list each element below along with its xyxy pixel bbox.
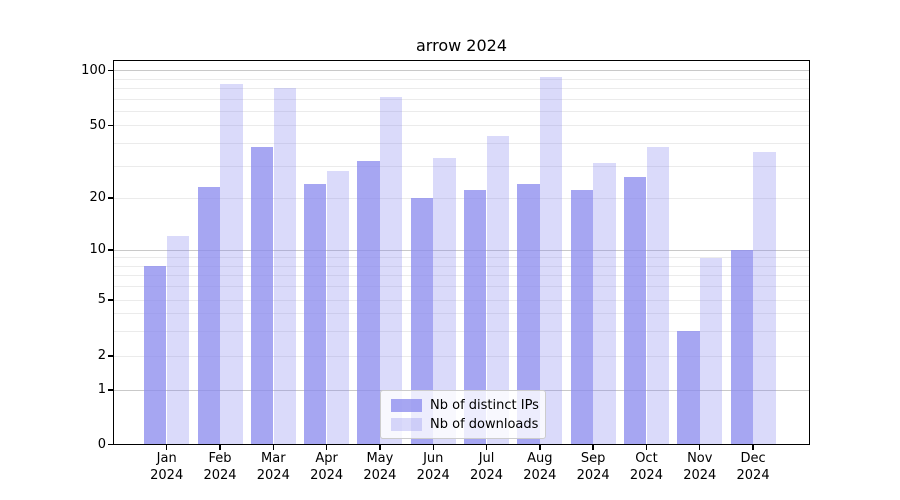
x-tick-mark (539, 445, 541, 450)
y-tick-mark (108, 125, 113, 127)
gridline-minor (114, 98, 809, 100)
x-tick-mark (166, 445, 168, 450)
y-tick-mark (108, 443, 113, 446)
y-tick-mark (108, 249, 113, 251)
legend-label-downloads: Nb of downloads (430, 416, 539, 432)
x-tick-mark (699, 445, 701, 450)
x-tick-label-may: May 2024 (363, 451, 397, 483)
x-tick-label-apr: Apr 2024 (310, 451, 344, 483)
legend-row-downloads: Nb of downloads (381, 417, 545, 432)
gridline-minor (114, 313, 809, 315)
y-tick-label: 100 (81, 62, 106, 78)
x-tick-label-jul: Jul 2024 (469, 451, 504, 483)
gridline-minor (114, 275, 809, 277)
x-tick-label-nov: Nov 2024 (683, 451, 717, 483)
y-tick-label: 20 (89, 190, 106, 205)
gridline-minor (114, 355, 809, 357)
bar-downloads-dec (753, 151, 776, 445)
gridline-minor (114, 330, 809, 332)
bar-distinct-ips-jul (464, 190, 487, 445)
gridline-minor (114, 87, 809, 89)
y-tick-label: 50 (89, 117, 106, 133)
y-tick-mark (108, 389, 113, 391)
x-tick-label-oct: Oct 2024 (629, 451, 663, 483)
bar-distinct-ips-nov (677, 331, 700, 445)
bar-downloads-aug (540, 77, 563, 445)
y-tick-mark (108, 355, 113, 357)
gridline-minor (114, 257, 809, 259)
y-tick-label: 10 (89, 242, 106, 257)
y-tick-mark (108, 197, 113, 199)
x-tick-mark (272, 445, 274, 450)
x-tick-mark (325, 445, 328, 450)
x-tick-label-mar: Mar 2024 (256, 451, 290, 483)
y-tick-mark (108, 70, 113, 72)
legend-swatch-downloads (391, 417, 422, 431)
gridline-minor (114, 142, 809, 144)
chart-title: arrow 2024 (415, 36, 507, 55)
bar-distinct-ips-oct (623, 177, 647, 445)
gridline-minor (114, 110, 809, 112)
x-tick-mark (485, 445, 488, 450)
gridline-minor (114, 286, 809, 288)
bar-downloads-oct (646, 147, 669, 445)
bar-distinct-ips-aug (517, 183, 540, 445)
y-tick-label: 0 (97, 436, 106, 452)
x-tick-label-aug: Aug 2024 (523, 451, 557, 483)
bar-downloads-jun (433, 158, 456, 445)
bar-downloads-mar (273, 88, 296, 445)
x-tick-mark (432, 445, 434, 450)
x-tick-label-dec: Dec 2024 (736, 451, 770, 483)
gridline-minor (114, 265, 809, 267)
bar-distinct-ips-sep (570, 190, 593, 445)
x-tick-label-sep: Sep 2024 (576, 451, 610, 483)
gridline-minor (114, 197, 809, 199)
x-tick-mark (645, 445, 648, 450)
x-tick-label-jun: Jun 2024 (416, 451, 450, 483)
x-tick-label-jan: Jan 2024 (150, 451, 184, 483)
bar-downloads-jul (486, 135, 510, 445)
bar-distinct-ips-jun (410, 198, 433, 445)
bar-distinct-ips-dec (730, 250, 753, 445)
gridline-minor (114, 299, 809, 301)
gridline-minor (114, 165, 809, 167)
bar-downloads-apr (326, 171, 350, 445)
y-tick-mark (108, 299, 113, 301)
gridline-minor (114, 78, 809, 80)
gridline-major (114, 249, 809, 251)
gridline-major (114, 70, 809, 72)
bar-distinct-ips-mar (250, 147, 274, 445)
legend-label-distinct-ips: Nb of distinct IPs (430, 397, 539, 413)
legend: Nb of distinct IPs Nb of downloads (380, 390, 546, 439)
x-tick-mark (379, 445, 381, 450)
bar-downloads-feb (220, 83, 243, 445)
bar-downloads-nov (700, 257, 723, 445)
y-tick-label: 1 (97, 382, 106, 397)
x-tick-label-feb: Feb 2024 (203, 451, 237, 483)
x-tick-mark (219, 445, 221, 450)
legend-swatch-distinct-ips (391, 398, 422, 412)
bar-downloads-jan (166, 236, 190, 445)
x-tick-mark (752, 445, 754, 450)
bar-distinct-ips-jan (144, 266, 167, 445)
bar-downloads-sep (593, 163, 616, 445)
bar-distinct-ips-apr (304, 183, 327, 445)
x-tick-mark (592, 445, 594, 450)
bar-downloads-may (380, 96, 403, 445)
y-tick-label: 5 (97, 292, 106, 307)
y-tick-label: 2 (97, 348, 106, 363)
gridline-minor (114, 125, 809, 127)
bar-distinct-ips-may (357, 160, 380, 445)
legend-row-distinct-ips: Nb of distinct IPs (381, 398, 545, 413)
bar-distinct-ips-feb (197, 186, 220, 445)
